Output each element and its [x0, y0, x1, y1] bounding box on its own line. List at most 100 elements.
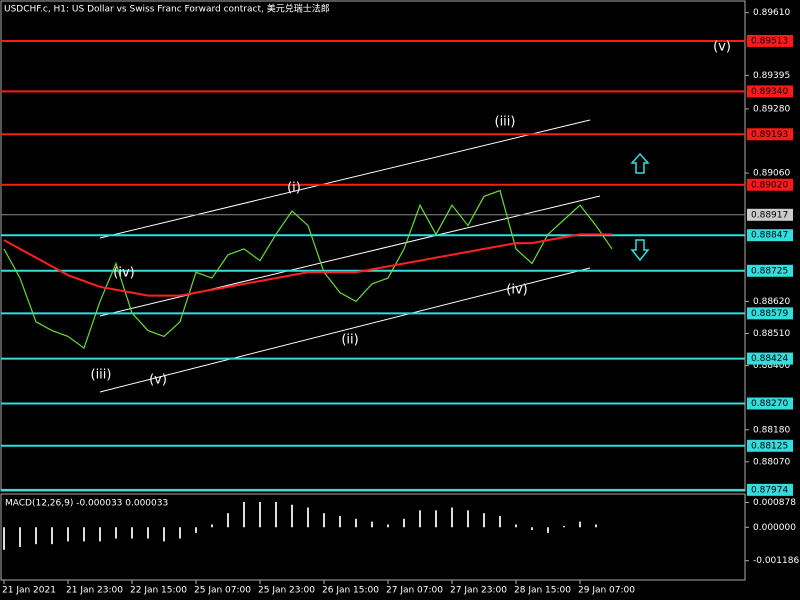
- wave-label: (iv): [113, 266, 134, 281]
- y-tick-label: 0.88070: [753, 457, 790, 467]
- wave-label: (v): [149, 373, 167, 388]
- macd-bar: [227, 513, 229, 528]
- level-label: 0.89513: [751, 36, 788, 46]
- y-tick-label: 0.89280: [753, 104, 790, 114]
- macd-bar: [195, 527, 197, 533]
- macd-bar: [563, 525, 565, 528]
- x-tick-label: 27 Jan 23:00: [450, 586, 507, 596]
- macd-bar: [291, 504, 293, 528]
- macd-bar: [499, 515, 501, 528]
- level-box: [747, 307, 793, 320]
- y-tick-label: 0.88510: [753, 329, 790, 339]
- down-arrow: [630, 239, 650, 262]
- macd-bar: [35, 527, 37, 545]
- level-box: [747, 483, 793, 496]
- level-label: 0.88579: [751, 309, 788, 319]
- wave-label: (iii): [495, 115, 516, 130]
- macd-bar: [371, 521, 373, 528]
- level-label: 0.88424: [751, 354, 788, 364]
- macd-bar: [51, 527, 53, 545]
- x-tick-label: 21 Jan 2021: [2, 586, 56, 596]
- wave-label: (iii): [91, 368, 112, 383]
- arrows: [630, 152, 650, 262]
- x-tick-label: 26 Jan 15:00: [322, 586, 379, 596]
- level-label: 0.88125: [751, 441, 788, 451]
- channel-line: [99, 119, 591, 239]
- x-tick-label: 25 Jan 07:00: [194, 586, 251, 596]
- level-box: [747, 397, 793, 410]
- price-line: [3, 233, 612, 297]
- macd-bar: [387, 524, 389, 528]
- main-frame: [0, 0, 746, 492]
- x-tick-label: 27 Jan 07:00: [386, 586, 443, 596]
- macd-bar: [275, 501, 277, 528]
- macd-bar: [211, 524, 213, 528]
- macd-bar: [579, 521, 581, 528]
- macd-frame: [0, 493, 746, 581]
- channel-line: [99, 195, 601, 317]
- macd-bar: [339, 515, 341, 528]
- level-box: [747, 352, 793, 365]
- macd-bar: [355, 518, 357, 528]
- macd-bar: [595, 524, 597, 528]
- current-price-box: [747, 208, 793, 221]
- macd-bar: [99, 527, 101, 542]
- x-tick-label: 29 Jan 07:00: [578, 586, 635, 596]
- wave-label: (v): [713, 40, 731, 55]
- current-price-label: 0.88917: [751, 210, 788, 220]
- macd-bar: [547, 527, 549, 533]
- macd-bar: [259, 501, 261, 528]
- level-label: 0.88725: [751, 266, 788, 276]
- macd-bar: [483, 513, 485, 528]
- macd-bar: [531, 527, 533, 531]
- macd-bar: [307, 507, 309, 528]
- level-label: 0.89340: [751, 87, 788, 97]
- y-tick-label: 0.89395: [753, 71, 790, 81]
- y-tick-label: 0.88620: [753, 297, 790, 307]
- wave-label: (i): [287, 181, 301, 196]
- level-label: 0.87974: [751, 485, 788, 495]
- level-box: [747, 264, 793, 277]
- macd-bar: [323, 513, 325, 528]
- macd-bar: [147, 527, 149, 539]
- level-box: [747, 85, 793, 98]
- y-tick-label: 0.89610: [753, 8, 790, 18]
- level-label: 0.88847: [751, 231, 788, 241]
- level-box: [747, 34, 793, 47]
- macd-title: MACD(12,26,9) -0.000033 0.000033: [5, 499, 168, 509]
- y-tick-label: 0.88180: [753, 425, 790, 435]
- wave-label: (iv): [506, 283, 527, 298]
- macd-bar: [83, 527, 85, 542]
- level-label: 0.88270: [751, 399, 788, 409]
- level-box: [747, 439, 793, 452]
- chart-title: USDCHF.c, H1: US Dollar vs Swiss Franc F…: [4, 3, 330, 15]
- macd-bar: [403, 518, 405, 528]
- level-box: [747, 229, 793, 242]
- channel-line: [99, 267, 591, 393]
- macd-bar: [67, 527, 69, 542]
- x-tick-label: 22 Jan 15:00: [130, 586, 187, 596]
- channel: [99, 119, 601, 393]
- macd-bar: [163, 527, 165, 542]
- y-tick-label: 0.000000: [753, 523, 796, 533]
- level-label: 0.89193: [751, 130, 788, 140]
- up-arrow: [630, 152, 650, 174]
- wave-label: (ii): [341, 333, 358, 348]
- macd-bar: [419, 510, 421, 528]
- macd-bar: [179, 527, 181, 539]
- x-tick-label: 21 Jan 23:00: [66, 586, 123, 596]
- level-label: 0.89020: [751, 180, 788, 190]
- macd-bar: [451, 507, 453, 528]
- macd-bar: [19, 527, 21, 548]
- y-tick-label: -0.001186: [753, 556, 799, 566]
- y-tick-label: 0.88400: [753, 361, 790, 371]
- y-tick-label: 0.89060: [753, 169, 790, 179]
- macd-bar: [467, 510, 469, 528]
- y-tick-label: 0.000878: [753, 498, 796, 508]
- macd-bar: [435, 510, 437, 528]
- macd-bar: [515, 524, 517, 528]
- level-box: [747, 178, 793, 191]
- x-tick-label: 28 Jan 15:00: [514, 586, 571, 596]
